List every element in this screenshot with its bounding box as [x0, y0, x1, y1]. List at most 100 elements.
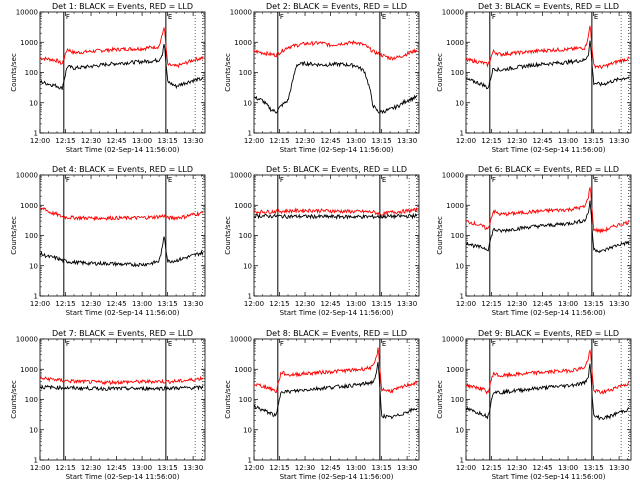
flag-label: E [168, 13, 172, 21]
panel-title: Det 5: BLACK = Events, RED = LLD [266, 165, 407, 174]
y-tick-label: 1000 [446, 202, 464, 210]
y-tick-label: 100 [239, 396, 252, 404]
plot-frame [39, 338, 206, 461]
flag-label: F [66, 340, 70, 348]
y-axis-label: Counts/sec [224, 216, 232, 255]
x-tick-label: 13:30 [183, 300, 203, 308]
panel-det-6: Det 6: BLACK = Events, RED = LLD 1 10 100 10… [436, 165, 632, 317]
y-tick-label: 1000 [20, 366, 38, 374]
x-tick-label: 13:30 [183, 137, 203, 145]
y-tick-label: 10000 [442, 172, 464, 180]
y-tick-label: 1 [460, 293, 464, 301]
x-tick-label: 12:45 [106, 464, 126, 472]
panel-det-4: Det 4: BLACK = Events, RED = LLD 1 10 100 10… [10, 165, 206, 317]
panel-title: Det 9: BLACK = Events, RED = LLD [478, 329, 619, 338]
x-tick-label: 12:00 [244, 464, 264, 472]
y-axis-label: Counts/sec [10, 216, 18, 255]
x-axis-label: Start Time (02-Sep-14 11:56:00) [66, 146, 180, 154]
y-tick-label: 1 [460, 457, 464, 465]
x-axis-label: Start Time (02-Sep-14 11:56:00) [492, 146, 606, 154]
lld-series-line [465, 186, 630, 234]
x-tick-label: 13:15 [157, 464, 177, 472]
y-tick-label: 10 [243, 99, 252, 107]
plot-frame [465, 174, 632, 297]
flag-label: F [66, 13, 70, 21]
y-tick-label: 1 [248, 293, 252, 301]
events-series-line [39, 44, 204, 90]
panel-title: Det 7: BLACK = Events, RED = LLD [52, 329, 193, 338]
x-tick-label: 12:45 [106, 300, 126, 308]
x-tick-label: 13:00 [558, 464, 578, 472]
x-axis-label: Start Time (02-Sep-14 11:56:00) [280, 309, 394, 317]
y-tick-label: 1000 [446, 39, 464, 47]
y-tick-label: 1 [460, 130, 464, 138]
y-tick-label: 1000 [234, 39, 252, 47]
y-tick-label: 10 [29, 99, 38, 107]
x-tick-label: 12:45 [320, 464, 340, 472]
x-tick-label: 12:00 [30, 464, 50, 472]
x-tick-label: 12:45 [532, 300, 552, 308]
x-tick-label: 12:30 [81, 300, 101, 308]
plot-frame [465, 11, 632, 134]
y-tick-label: 1000 [20, 39, 38, 47]
x-tick-label: 12:15 [55, 300, 75, 308]
x-tick-label: 12:45 [320, 300, 340, 308]
y-tick-label: 100 [25, 232, 38, 240]
y-tick-label: 10000 [442, 336, 464, 344]
x-tick-label: 13:15 [371, 137, 391, 145]
x-tick-label: 12:30 [295, 300, 315, 308]
flag-label: F [492, 13, 496, 21]
x-tick-label: 13:15 [371, 464, 391, 472]
x-tick-label: 12:45 [320, 137, 340, 145]
y-tick-label: 10 [243, 262, 252, 270]
panel-det-7: Det 7: BLACK = Events, RED = LLD 1 10 100 10… [10, 329, 206, 480]
y-tick-label: 100 [25, 396, 38, 404]
y-tick-label: 10000 [230, 336, 252, 344]
lld-series-line [253, 347, 418, 394]
y-tick-label: 1 [34, 130, 38, 138]
flag-label: E [382, 13, 386, 21]
x-tick-label: 12:00 [244, 137, 264, 145]
x-axis-label: Start Time (02-Sep-14 11:56:00) [492, 473, 606, 480]
x-tick-label: 12:00 [30, 137, 50, 145]
x-tick-label: 12:30 [507, 137, 527, 145]
y-tick-label: 10000 [230, 172, 252, 180]
y-axis-label: Counts/sec [10, 380, 18, 419]
flag-label: F [280, 176, 284, 184]
y-tick-label: 100 [451, 396, 464, 404]
events-series-line [253, 60, 418, 115]
panel-det-8: Det 8: BLACK = Events, RED = LLD 1 10 100 10… [224, 329, 420, 480]
panel-det-9: Det 9: BLACK = Events, RED = LLD 1 10 100 10… [436, 329, 632, 480]
x-tick-label: 13:30 [609, 137, 629, 145]
y-tick-label: 1000 [234, 202, 252, 210]
panel-title: Det 2: BLACK = Events, RED = LLD [266, 2, 407, 11]
plot-frame [465, 338, 632, 461]
x-tick-label: 12:30 [295, 137, 315, 145]
y-tick-label: 1 [34, 293, 38, 301]
x-tick-label: 12:45 [106, 137, 126, 145]
panel-det-5: Det 5: BLACK = Events, RED = LLD 1 10 100 10… [224, 165, 420, 317]
plot-frame [39, 174, 206, 297]
x-tick-label: 12:15 [269, 464, 289, 472]
x-tick-label: 12:00 [456, 137, 476, 145]
x-tick-label: 13:00 [346, 300, 366, 308]
x-tick-label: 13:15 [371, 300, 391, 308]
x-tick-label: 13:00 [346, 137, 366, 145]
plot-frame [253, 174, 420, 297]
x-tick-label: 13:15 [583, 300, 603, 308]
y-tick-label: 1 [248, 457, 252, 465]
flag-label: F [66, 176, 70, 184]
x-tick-label: 13:00 [132, 300, 152, 308]
events-series-line [39, 236, 204, 268]
flag-label: E [594, 13, 598, 21]
flag-label: E [594, 176, 598, 184]
y-axis-label: Counts/sec [224, 380, 232, 419]
x-tick-label: 12:00 [456, 300, 476, 308]
y-axis-label: Counts/sec [436, 380, 444, 419]
panel-title: Det 3: BLACK = Events, RED = LLD [478, 2, 619, 11]
y-tick-label: 100 [239, 69, 252, 77]
panel-title: Det 4: BLACK = Events, RED = LLD [52, 165, 193, 174]
y-axis-label: Counts/sec [10, 53, 18, 92]
x-tick-label: 13:00 [346, 464, 366, 472]
x-tick-label: 12:45 [532, 137, 552, 145]
